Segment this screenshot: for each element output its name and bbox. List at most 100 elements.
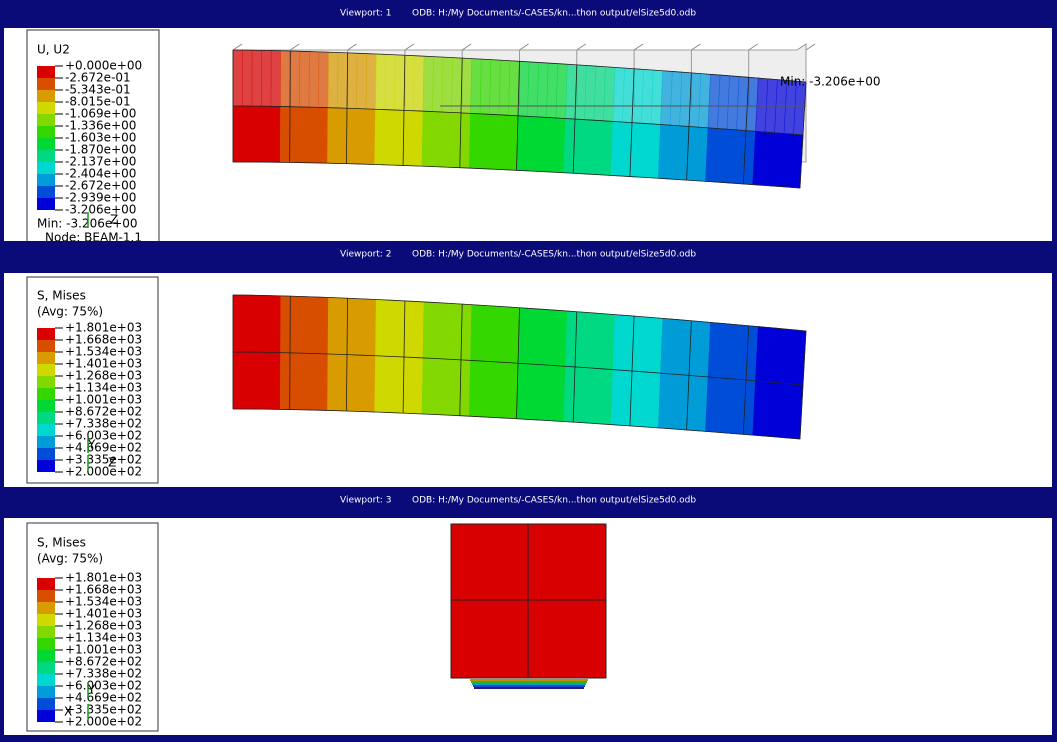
legend-label: +6.003e+02	[65, 679, 142, 693]
legend-swatch	[37, 138, 55, 150]
legend-label: +1.401e+03	[65, 357, 142, 371]
element-strip	[232, 294, 243, 353]
section-edge	[473, 685, 585, 687]
mesh-line	[232, 161, 801, 189]
undeformed-mesh	[461, 43, 472, 51]
element-strip	[346, 107, 357, 165]
legend-swatch	[37, 352, 55, 364]
element-strip	[403, 54, 415, 112]
legend-title: U, U2	[37, 43, 70, 57]
element-strip	[412, 110, 424, 167]
legend-label: +1.001e+03	[65, 643, 142, 657]
legend-swatch	[37, 162, 55, 174]
legend-label: +7.338e+02	[65, 417, 142, 431]
element-strip	[261, 50, 272, 107]
viewport-content: S, Mises(Avg: 75%)+1.801e+03+1.668e+03+1…	[26, 276, 807, 484]
element-strip	[355, 354, 367, 412]
element-strip	[468, 360, 481, 417]
element-strip	[384, 299, 396, 357]
legend-swatch	[37, 150, 55, 162]
legend-title: (Avg: 75%)	[37, 552, 103, 566]
legend-label: -1.603e+00	[65, 131, 136, 145]
element-strip	[299, 50, 310, 108]
legend-label: +2.000e+02	[65, 465, 142, 479]
element-strip	[375, 299, 387, 357]
element-strip	[327, 353, 338, 412]
legend-label: -2.137e+00	[65, 155, 136, 169]
element-strip	[261, 351, 272, 410]
element-strip	[270, 106, 281, 163]
odb-path: ODB: H:/My Documents/-CASES/kn...thon ou…	[412, 250, 696, 260]
element-strip	[374, 108, 386, 166]
element-strip	[527, 61, 539, 118]
element-strip	[451, 303, 463, 361]
element-strip	[441, 56, 453, 113]
odb-path: ODB: H:/My Documents/-CASES/kn...thon ou…	[412, 9, 696, 19]
viewport-title: Viewport: 2	[340, 250, 391, 260]
legend-swatch	[37, 198, 55, 210]
element-strip	[365, 53, 377, 110]
element-strip	[364, 355, 376, 413]
element-strip	[261, 105, 272, 163]
element-strip	[337, 52, 348, 109]
element-strip	[364, 108, 376, 165]
viewport-title: Viewport: 1	[340, 9, 391, 19]
element-strip	[421, 357, 433, 415]
legend-swatch	[37, 174, 55, 186]
element-strip	[270, 295, 282, 353]
element-strip	[422, 55, 434, 112]
legend-swatch	[37, 698, 55, 710]
element-strip	[298, 106, 310, 164]
legend-label: +1.001e+03	[65, 393, 142, 407]
triad-label: Z	[108, 456, 116, 470]
min-annotation: Min: -3.206e+00	[780, 75, 881, 89]
legend-label: +3.335e+02	[65, 453, 142, 467]
undeformed-mesh	[691, 43, 701, 51]
undeformed-mesh	[633, 43, 644, 51]
element-strip	[460, 303, 473, 361]
element-strip	[242, 105, 253, 163]
legend-label: +6.003e+02	[65, 429, 142, 443]
element-strip	[383, 355, 395, 414]
element-strip	[383, 109, 395, 166]
legend-swatch	[37, 102, 55, 114]
legend-swatch	[37, 400, 55, 412]
legend-swatch	[37, 78, 55, 90]
element-strip	[431, 111, 443, 168]
legend-node: Node: BEAM-1.1	[45, 231, 142, 245]
element-strip	[527, 308, 539, 365]
element-strip	[470, 304, 482, 362]
legend-label: +4.669e+02	[65, 441, 142, 455]
legend-label: +1.268e+03	[65, 369, 142, 383]
element-strip	[279, 352, 291, 410]
legend-swatch	[37, 460, 55, 472]
legend-swatch	[37, 376, 55, 388]
element-strip	[478, 360, 490, 418]
element-strip	[487, 113, 500, 170]
element-strip	[431, 358, 443, 416]
element-strip	[422, 301, 434, 359]
legend-label: -2.672e-01	[65, 71, 131, 85]
element-strip	[317, 107, 329, 164]
element-strip	[327, 107, 338, 164]
undeformed-mesh	[519, 43, 529, 51]
legend-swatch	[37, 448, 55, 460]
viewport-title: Viewport: 3	[340, 496, 391, 506]
element-strip	[356, 298, 368, 356]
legend-swatch	[37, 328, 55, 340]
legend-label: +1.668e+03	[65, 583, 142, 597]
element-strip	[450, 112, 462, 169]
legend-swatch	[37, 90, 55, 102]
element-strip	[394, 300, 406, 358]
legend-label: +1.268e+03	[65, 619, 142, 633]
legend-swatch	[37, 614, 55, 626]
legend-swatch	[37, 66, 55, 78]
element-strip	[346, 52, 358, 109]
legend-label: -1.336e+00	[65, 119, 136, 133]
mesh-line	[232, 49, 807, 83]
legend-label: -2.672e+00	[65, 179, 136, 193]
element-strip	[489, 59, 501, 116]
element-strip	[251, 294, 262, 353]
legend-label: -8.015e-01	[65, 95, 131, 109]
legend-swatch	[37, 436, 55, 448]
